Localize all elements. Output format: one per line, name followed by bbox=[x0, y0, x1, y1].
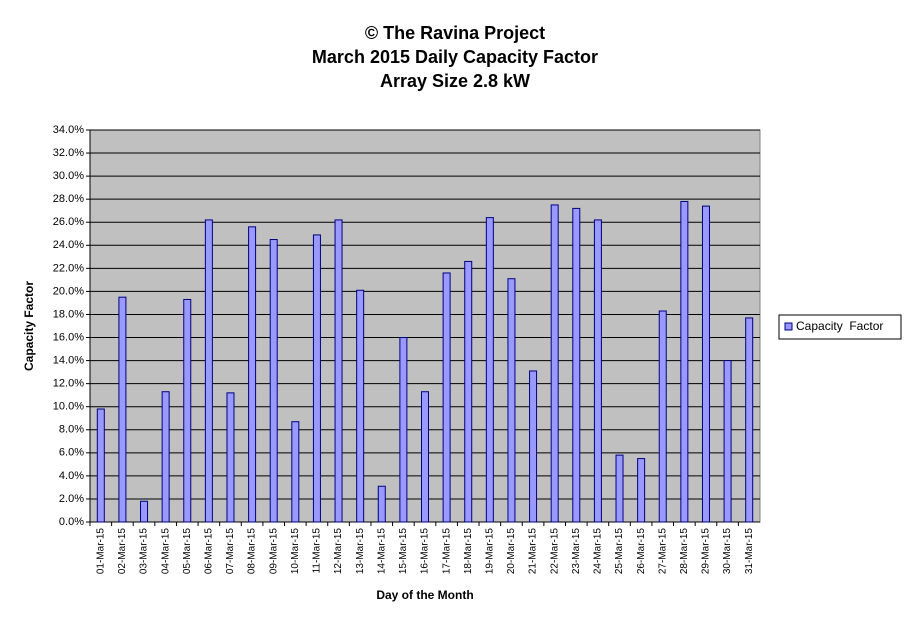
y-tick-label: 8.0% bbox=[59, 424, 84, 436]
x-tick-label: 19-Mar-15 bbox=[484, 528, 495, 575]
x-tick-label: 10-Mar-15 bbox=[290, 528, 301, 575]
bar bbox=[269, 239, 278, 523]
bar bbox=[745, 317, 754, 523]
bar bbox=[723, 360, 732, 523]
x-tick-label: 04-Mar-15 bbox=[160, 528, 171, 575]
x-tick-label: 27-Mar-15 bbox=[657, 528, 668, 575]
x-tick-label: 30-Mar-15 bbox=[722, 528, 733, 575]
y-axis-title: Capacity Factor bbox=[22, 281, 36, 371]
x-tick-label: 08-Mar-15 bbox=[247, 528, 258, 575]
y-tick-label: 18.0% bbox=[53, 308, 84, 320]
y-tick-label: 14.0% bbox=[53, 354, 84, 366]
x-tick-label: 01-Mar-15 bbox=[95, 528, 106, 575]
x-tick-label: 12-Mar-15 bbox=[333, 528, 344, 575]
bar bbox=[485, 217, 494, 523]
bar bbox=[118, 296, 127, 523]
bar bbox=[140, 500, 149, 523]
y-tick-label: 24.0% bbox=[53, 239, 84, 251]
y-tick-label: 20.0% bbox=[53, 285, 84, 297]
x-tick-label: 02-Mar-15 bbox=[117, 528, 128, 575]
bar bbox=[96, 408, 105, 523]
x-tick-label: 16-Mar-15 bbox=[420, 528, 431, 575]
y-tick-label: 2.0% bbox=[59, 493, 84, 505]
bar bbox=[161, 391, 170, 523]
x-axis-title: Day of the Month bbox=[376, 588, 473, 602]
chart-title: Array Size 2.8 kW bbox=[380, 71, 530, 91]
x-tick-label: 15-Mar-15 bbox=[398, 528, 409, 575]
x-tick-label: 13-Mar-15 bbox=[355, 528, 366, 575]
y-tick-label: 6.0% bbox=[59, 447, 84, 459]
bar bbox=[334, 219, 343, 523]
y-tick-label: 4.0% bbox=[59, 470, 84, 482]
bar bbox=[421, 391, 429, 523]
x-tick-label: 23-Mar-15 bbox=[571, 528, 582, 575]
bar bbox=[291, 421, 300, 523]
legend-label: Capacity Factor bbox=[796, 319, 883, 333]
bar bbox=[507, 278, 516, 523]
x-tick-label: 29-Mar-15 bbox=[701, 528, 712, 575]
bar bbox=[464, 260, 473, 523]
x-tick-label: 22-Mar-15 bbox=[549, 528, 560, 575]
y-tick-label: 22.0% bbox=[53, 262, 84, 274]
bar bbox=[226, 392, 235, 523]
bar bbox=[593, 219, 602, 523]
x-tick-label: 06-Mar-15 bbox=[204, 528, 215, 575]
x-tick-label: 09-Mar-15 bbox=[268, 528, 279, 575]
y-tick-label: 34.0% bbox=[53, 124, 84, 136]
bar bbox=[615, 454, 624, 523]
bar bbox=[183, 298, 192, 523]
chart-title: March 2015 Daily Capacity Factor bbox=[312, 47, 598, 67]
x-tick-label: 03-Mar-15 bbox=[139, 528, 150, 575]
y-tick-label: 10.0% bbox=[53, 401, 84, 413]
bar bbox=[399, 337, 408, 523]
x-tick-label: 05-Mar-15 bbox=[182, 528, 193, 575]
bar bbox=[701, 205, 710, 523]
x-tick-label: 07-Mar-15 bbox=[225, 528, 236, 575]
y-tick-label: 26.0% bbox=[53, 216, 84, 228]
bar bbox=[658, 310, 667, 523]
y-tick-label: 32.0% bbox=[53, 147, 84, 159]
bar bbox=[204, 219, 213, 523]
bar bbox=[550, 204, 559, 523]
y-tick-label: 16.0% bbox=[53, 331, 84, 343]
bar bbox=[637, 458, 646, 523]
x-tick-label: 20-Mar-15 bbox=[506, 528, 517, 575]
x-tick-label: 17-Mar-15 bbox=[441, 528, 452, 575]
bar bbox=[442, 272, 451, 523]
x-tick-label: 21-Mar-15 bbox=[528, 528, 539, 575]
y-tick-label: 12.0% bbox=[53, 378, 84, 390]
x-tick-label: 24-Mar-15 bbox=[593, 528, 604, 575]
x-tick-label: 25-Mar-15 bbox=[614, 528, 625, 575]
x-tick-label: 14-Mar-15 bbox=[376, 528, 387, 575]
y-tick-label: 28.0% bbox=[53, 193, 84, 205]
bar bbox=[377, 485, 386, 523]
bar bbox=[529, 370, 538, 523]
legend-box bbox=[778, 314, 902, 340]
y-tick-label: 30.0% bbox=[53, 170, 84, 182]
x-tick-label: 26-Mar-15 bbox=[636, 528, 647, 575]
x-tick-label: 31-Mar-15 bbox=[744, 528, 755, 575]
bar bbox=[572, 207, 581, 523]
chart-title: © The Ravina Project bbox=[365, 23, 545, 43]
y-tick-label: 0.0% bbox=[59, 516, 84, 528]
bar bbox=[680, 200, 689, 523]
bar bbox=[356, 289, 365, 523]
bar bbox=[312, 234, 321, 523]
x-tick-label: 11-Mar-15 bbox=[312, 528, 323, 574]
x-tick-label: 28-Mar-15 bbox=[679, 528, 690, 575]
bar bbox=[248, 226, 257, 523]
x-tick-label: 18-Mar-15 bbox=[463, 528, 474, 575]
legend-swatch bbox=[784, 322, 793, 331]
